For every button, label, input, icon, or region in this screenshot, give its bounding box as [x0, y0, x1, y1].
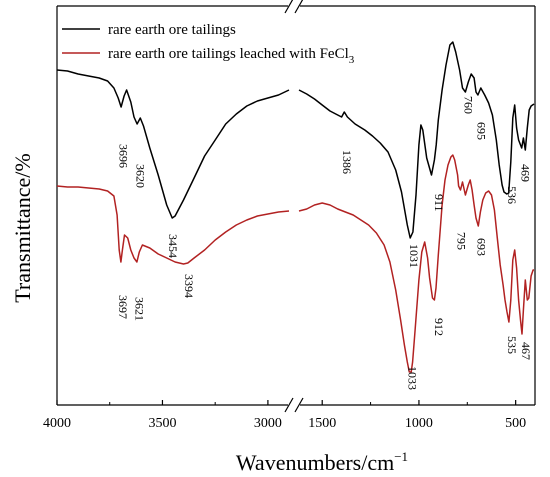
- y-axis-title: Transmittance/%: [10, 153, 35, 303]
- series-1-line-left: [56, 69, 290, 219]
- axis-break-mark-bottom-right: [294, 397, 304, 413]
- x-tick-label-3000: 3000: [254, 416, 282, 431]
- peak-label-3454: 3454: [166, 234, 180, 258]
- peak-label-3696: 3696: [116, 144, 130, 168]
- axis-break-gap-bottom: [288, 397, 300, 413]
- legend-label-2: rare earth ore tailings leached with FeC…: [108, 46, 355, 66]
- peak-label-3620: 3620: [133, 164, 147, 188]
- peak-label-912: 912: [432, 318, 446, 336]
- peak-label-1033: 1033: [406, 366, 420, 390]
- peak-label-3621: 3621: [133, 297, 147, 321]
- x-axis-title: Wavenumbers/cm−1: [236, 449, 408, 475]
- peak-label-535: 535: [505, 336, 519, 354]
- axis-break-mark-top-left: [284, 0, 294, 14]
- peak-label-469: 469: [519, 164, 533, 182]
- legend-label-1: rare earth ore tailings: [108, 22, 236, 38]
- peak-label-1031: 1031: [407, 244, 421, 268]
- legend-label-subscript: 3: [349, 54, 355, 66]
- peak-label-3394: 3394: [182, 274, 196, 298]
- peak-label-536: 536: [505, 186, 519, 204]
- x-tick-label-1000: 1000: [405, 416, 433, 431]
- peak-label-695: 695: [474, 122, 488, 140]
- x-tick-label-3500: 3500: [148, 416, 176, 431]
- series-2-line-left: [56, 185, 290, 265]
- x-axis-title-superscript: −1: [394, 449, 408, 464]
- series-1-line-right: [298, 41, 535, 239]
- peak-label-1386: 1386: [340, 150, 354, 174]
- peak-label-911: 911: [432, 194, 446, 212]
- peak-label-795: 795: [455, 232, 469, 250]
- x-tick-label-500: 500: [505, 416, 526, 431]
- x-tick-label-1500: 1500: [308, 416, 336, 431]
- peak-label-760: 760: [462, 96, 476, 114]
- axis-break-mark-bottom-left: [284, 397, 294, 413]
- axis-break-mark-top-right: [294, 0, 304, 14]
- x-tick-label-4000: 4000: [43, 416, 71, 431]
- peak-label-3697: 3697: [116, 295, 130, 319]
- peak-label-693: 693: [474, 238, 488, 256]
- peak-label-467: 467: [519, 342, 533, 360]
- series-2-line-right: [298, 154, 534, 373]
